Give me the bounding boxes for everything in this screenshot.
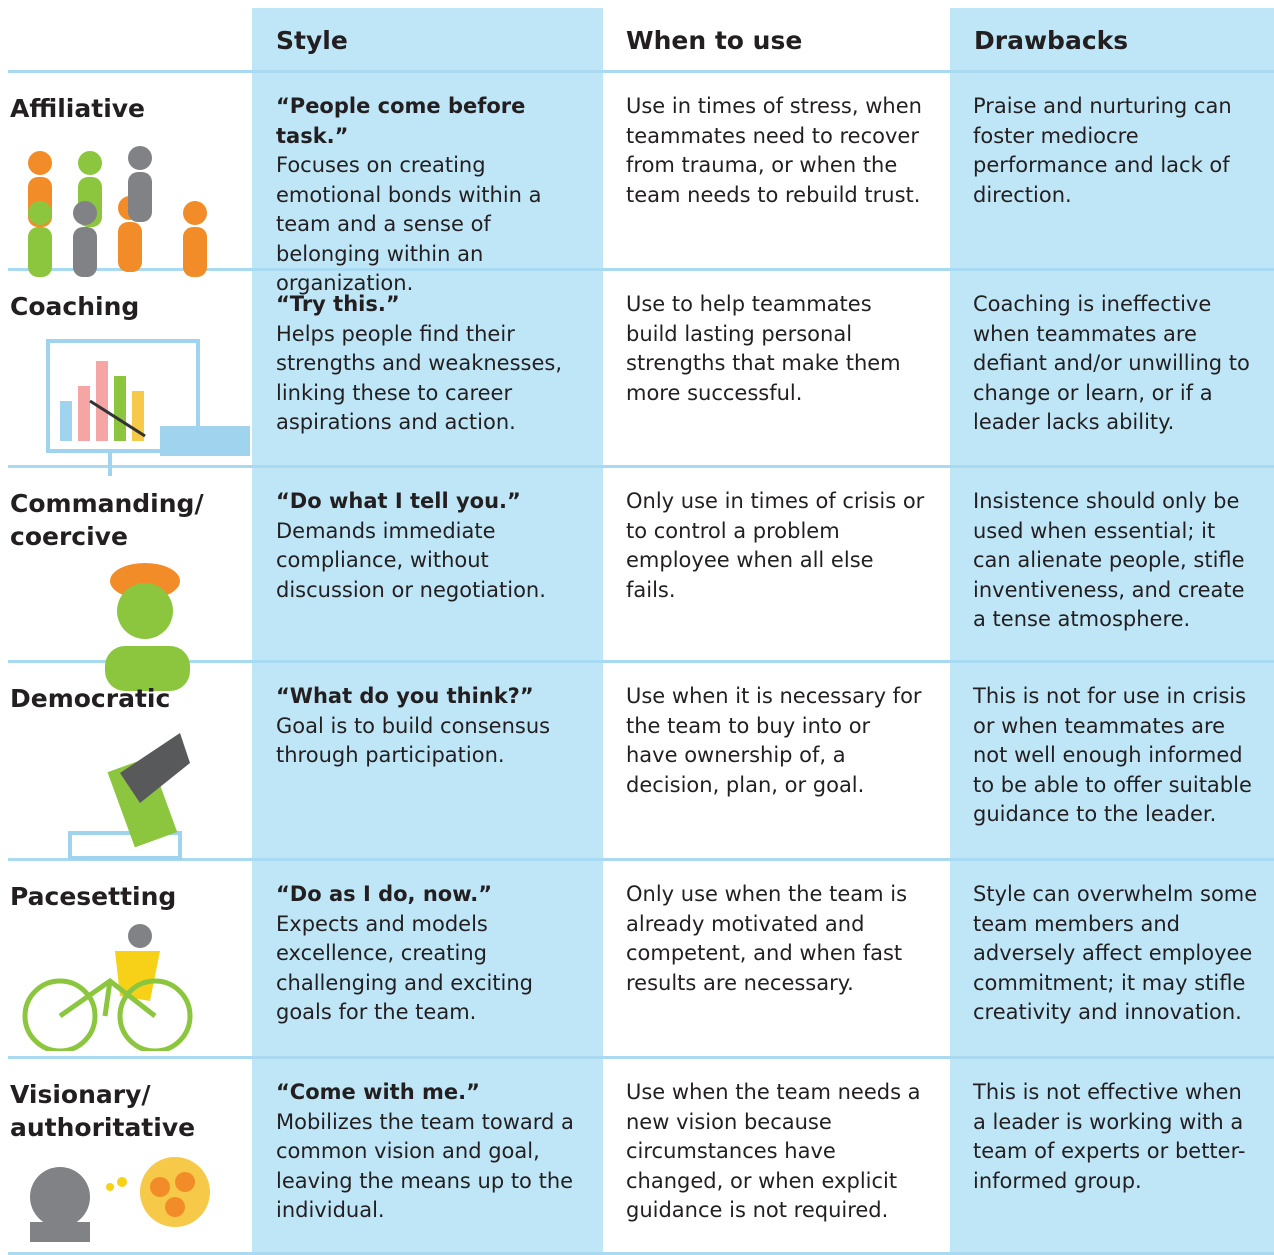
style-cell: “Do as I do, now.” Expects and models exc… (276, 880, 591, 1028)
row-divider (8, 268, 1274, 271)
drawbacks-cell: Style can overwhelm some team members an… (973, 882, 1258, 1024)
style-text: Mobilizes the team toward a common visio… (276, 1109, 574, 1223)
when-cell: Only use when the team is already motiva… (626, 882, 908, 995)
row-divider (8, 1056, 1274, 1059)
row-name: Pacesetting (10, 882, 177, 911)
style-cell: “People come before task.” Focuses on cre… (276, 92, 591, 299)
style-cell: “Do what I tell you.” Demands immediate c… (276, 487, 591, 605)
quote: “What do you think?” (276, 684, 534, 708)
row-divider (8, 465, 1274, 468)
style-cell: “What do you think?” Goal is to build con… (276, 682, 591, 771)
when-cell: Use to help teammates build lasting pers… (626, 292, 901, 405)
style-text: Goal is to build consensus through parti… (276, 713, 551, 768)
when-cell: Use when it is necessary for the team to… (626, 684, 922, 797)
style-text: Demands immediate compliance, without di… (276, 518, 546, 602)
style-cell: “Try this.” Helps people find their stren… (276, 290, 591, 438)
drawbacks-cell: Praise and nurturing can foster mediocre… (973, 94, 1232, 207)
quote: “People come before task.” (276, 94, 526, 148)
quote: “Try this.” (276, 292, 400, 316)
row-icon (10, 561, 240, 695)
column-header: When to use (626, 26, 803, 55)
when-cell: Use when the team needs a new vision bec… (626, 1080, 921, 1222)
drawbacks-cell: This is not for use in crisis or when te… (973, 684, 1252, 826)
drawbacks-cell: This is not effective when a leader is w… (973, 1080, 1246, 1193)
drawbacks-cell: Coaching is ineffective when teammates a… (973, 292, 1250, 434)
when-cell: Only use in times of crisis or to contro… (626, 489, 925, 602)
row-name: coercive (10, 522, 128, 551)
column-header: Style (276, 26, 348, 55)
row-name: Visionary/ (10, 1080, 151, 1109)
drawbacks-cell: Insistence should only be used when esse… (973, 489, 1245, 631)
row-icon (10, 133, 240, 287)
row-divider (8, 70, 1274, 73)
row-name: authoritative (10, 1113, 196, 1142)
style-text: Helps people find their strengths and we… (276, 321, 563, 435)
row-icon (10, 1152, 240, 1252)
row-divider (8, 858, 1274, 861)
quote: “Do what I tell you.” (276, 489, 521, 513)
style-text: Expects and models excellence, creating … (276, 911, 533, 1025)
column-band (252, 8, 603, 1254)
row-name: Commanding/ (10, 489, 204, 518)
row-icon (10, 723, 240, 867)
row-icon (10, 921, 240, 1055)
row-icon (10, 331, 250, 485)
column-band (950, 8, 1274, 1254)
column-header: Drawbacks (974, 26, 1129, 55)
row-name: Democratic (10, 684, 171, 713)
style-cell: “Come with me.” Mobilizes the team toward… (276, 1078, 591, 1226)
quote: “Come with me.” (276, 1080, 480, 1104)
when-cell: Use in times of stress, when teammates n… (626, 94, 922, 207)
row-name: Coaching (10, 292, 140, 321)
row-divider (8, 660, 1274, 663)
quote: “Do as I do, now.” (276, 882, 493, 906)
style-text: Focuses on creating emotional bonds with… (276, 153, 542, 295)
row-name: Affiliative (10, 94, 146, 123)
